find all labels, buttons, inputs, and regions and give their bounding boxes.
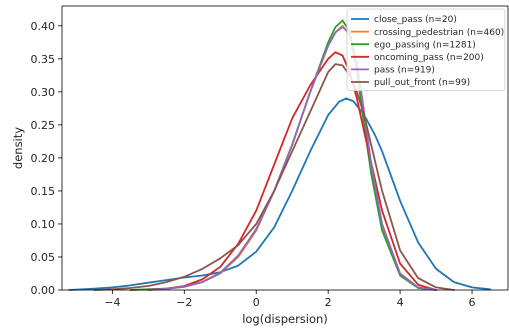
series-line-4 xyxy=(147,26,438,291)
y-tick-label: 0.35 xyxy=(31,53,56,66)
y-tick-label: 0.30 xyxy=(31,86,56,99)
y-tick-label: 0.00 xyxy=(31,284,56,297)
x-tick-label: −4 xyxy=(104,296,120,309)
y-tick-label: 0.40 xyxy=(31,20,56,33)
legend-label-0: close_pass (n=20) xyxy=(374,15,457,25)
x-axis-label: log(dispersion) xyxy=(242,312,328,326)
legend-label-5: pull_out_front (n=99) xyxy=(374,78,470,88)
x-axis: −4 −2 0 2 4 6 xyxy=(104,290,476,309)
y-tick-label: 0.20 xyxy=(31,152,56,165)
y-axis-label: density xyxy=(11,127,25,169)
y-tick-label: 0.05 xyxy=(31,251,56,264)
x-tick-label: 0 xyxy=(253,296,260,309)
y-tick-label: 0.25 xyxy=(31,119,56,132)
legend: close_pass (n=20) crossing_pedestrian (n=… xyxy=(346,8,506,91)
x-tick-label: 4 xyxy=(397,296,404,309)
y-tick-label: 0.10 xyxy=(31,218,56,231)
series-layer xyxy=(68,19,491,291)
plot-frame xyxy=(61,5,509,291)
series-line-5 xyxy=(93,63,455,291)
legend-label-2: ego_passing (n=1281) xyxy=(374,40,476,50)
series-line-0 xyxy=(68,97,491,291)
legend-label-1: crossing_pedestrian (n=460) xyxy=(374,28,504,38)
legend-label-4: pass (n=919) xyxy=(374,66,435,76)
legend-box xyxy=(346,8,506,91)
x-tick-label: −2 xyxy=(176,296,192,309)
series-line-3 xyxy=(147,51,438,291)
y-tick-label: 0.15 xyxy=(31,185,56,198)
x-tick-label: 2 xyxy=(325,296,332,309)
y-axis: 0.00 0.05 0.10 0.15 0.20 0.25 0.30 0.35 0.40 xyxy=(31,20,62,297)
x-tick-label: 6 xyxy=(469,296,476,309)
legend-label-3: oncoming_pass (n=200) xyxy=(374,53,484,63)
